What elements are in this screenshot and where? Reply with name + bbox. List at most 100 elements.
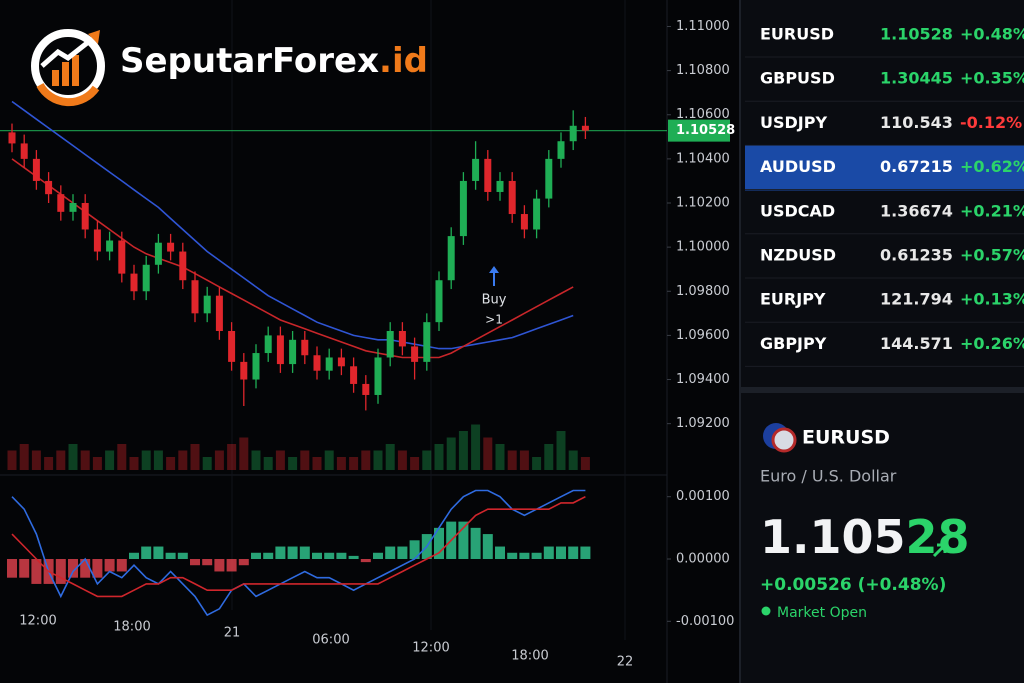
symbol: USDCAD	[760, 201, 835, 220]
candle-body	[20, 143, 28, 159]
histogram-bar	[373, 552, 383, 559]
histogram-bar	[397, 546, 408, 559]
candle-body	[240, 361, 248, 380]
volume-bar	[385, 444, 395, 470]
volume-bar	[373, 450, 383, 470]
histogram-bar	[80, 559, 91, 578]
candle-body	[386, 330, 394, 358]
candle-body	[435, 280, 443, 323]
watchlist: EURUSD 1.10528 +0.48% GBPUSD 1.30445 +0.35% US…	[745, 25, 1024, 367]
histogram-bar	[299, 546, 310, 559]
histogram-bar	[226, 559, 237, 572]
selected-row	[745, 145, 1024, 191]
candle-body	[337, 357, 345, 367]
current-price-label: 1.10528	[676, 123, 735, 138]
x-tick-label: 18:00	[113, 620, 150, 635]
histogram-bar	[336, 552, 347, 559]
y-tick-label: 0.00100	[676, 489, 730, 504]
chart-layer: 1.11000 1.10800 1.10600 1.10400 1.10200 1.100…	[0, 19, 735, 670]
candle-body	[301, 339, 309, 356]
candle-body	[32, 158, 40, 181]
volume-bar	[129, 457, 139, 470]
candle-body	[545, 158, 553, 199]
volume-bar	[263, 457, 273, 470]
symbol: EURUSD	[760, 25, 834, 44]
histogram-bar	[348, 555, 359, 559]
histogram-bar	[251, 552, 261, 559]
volume-bar	[300, 450, 310, 470]
y-tick-label: 1.10000	[676, 240, 730, 255]
y-tick-label: 0.00000	[676, 552, 730, 567]
histogram-bar	[434, 527, 444, 559]
x-tick-label: 18:00	[511, 649, 548, 664]
volume-bar	[56, 450, 66, 470]
candle-body	[276, 335, 284, 365]
symbol: GBPJPY	[760, 334, 827, 353]
histogram-bar	[312, 552, 322, 559]
candle-body	[398, 330, 406, 347]
y-tick-label: -0.00100	[676, 614, 734, 629]
candle-body	[154, 242, 162, 265]
volume-bar	[275, 450, 285, 470]
y-tick-label: 1.10200	[676, 196, 730, 211]
annotation: >1	[485, 313, 503, 327]
volume-bar	[7, 450, 17, 470]
volume-bar	[44, 457, 54, 470]
price: 121.794	[880, 290, 953, 309]
candle-body	[496, 180, 504, 192]
candle-body	[252, 353, 260, 380]
volume-bar	[495, 444, 505, 470]
x-tick-label: 06:00	[312, 633, 349, 648]
histogram-bar	[153, 546, 164, 559]
side-panel	[740, 0, 1024, 683]
x-tick-label: 22	[617, 655, 634, 670]
candle-body	[106, 240, 114, 252]
volume-bar	[519, 450, 529, 470]
symbol: USDJPY	[760, 113, 827, 132]
volume-bar	[227, 444, 237, 470]
histogram-bar	[324, 552, 335, 559]
price: 0.61235	[880, 246, 953, 265]
logo: SeputarForex.id	[31, 29, 428, 107]
candle-body	[350, 366, 358, 384]
histogram-bar	[190, 559, 200, 566]
volume-bar	[471, 424, 481, 470]
price: 1.30445	[880, 69, 953, 88]
y-tick-label: 1.09600	[676, 328, 730, 343]
logo-bar	[62, 62, 69, 86]
histogram-bar	[141, 546, 152, 559]
candle-body	[411, 346, 419, 362]
candle-body	[459, 180, 467, 237]
candle-body	[472, 158, 480, 181]
volume-bar	[458, 431, 468, 470]
logo-ring-accent	[36, 82, 100, 107]
histogram-bar	[458, 521, 469, 559]
volume-bar	[507, 450, 517, 470]
logo-bar	[72, 55, 79, 86]
volume-bar	[105, 450, 115, 470]
candle-body	[228, 330, 236, 362]
volume-bar	[544, 444, 554, 470]
histogram-bar	[531, 552, 542, 559]
histogram-bar	[263, 552, 274, 559]
volume-bar	[153, 450, 163, 470]
price: 110.543	[880, 113, 953, 132]
candle-body	[484, 158, 492, 192]
histogram-bar	[177, 552, 188, 559]
candle-body	[118, 240, 126, 274]
indicator-line	[11, 489, 586, 617]
histogram-bar	[470, 527, 481, 559]
volume-bar	[556, 431, 566, 470]
detail-description: Euro / U.S. Dollar	[760, 467, 897, 486]
y-tick-label: 1.11000	[676, 19, 730, 34]
volume-bar	[434, 444, 444, 470]
volume-bar	[312, 457, 322, 470]
volume-bar	[166, 457, 176, 470]
histogram-bar	[129, 552, 139, 559]
detail-panel: EURUSD Euro / U.S. Dollar 1.10528 +0.005…	[760, 423, 970, 621]
candle-body	[325, 357, 333, 371]
market-status: Market Open	[777, 605, 867, 621]
brand-text: SeputarForex.id	[120, 41, 428, 81]
candle-body	[167, 242, 175, 252]
